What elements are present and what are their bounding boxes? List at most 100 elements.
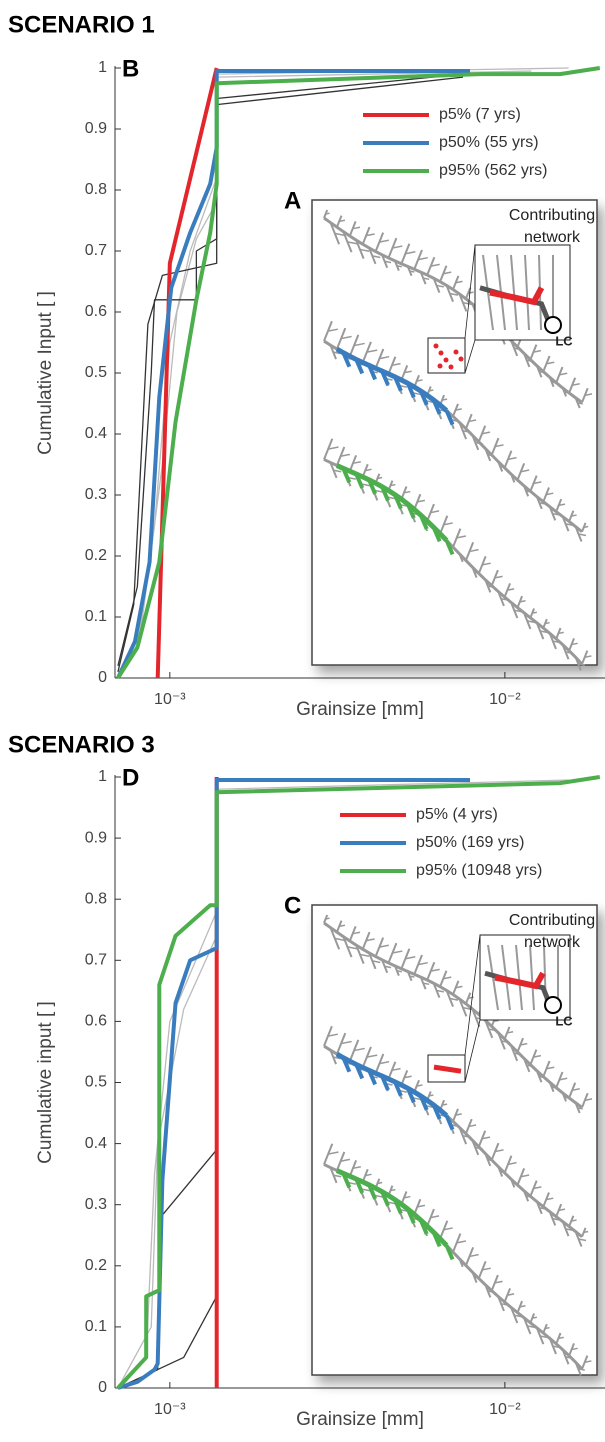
network-branch <box>520 1042 528 1046</box>
network-branch <box>379 1060 390 1065</box>
contributing-node <box>437 363 443 369</box>
contributing-branch <box>444 409 455 426</box>
realization-line <box>117 911 218 1389</box>
network-branch <box>494 1280 503 1284</box>
network-branch <box>520 469 530 473</box>
network-branch <box>430 510 440 514</box>
network-branch <box>352 461 361 465</box>
contributing-network <box>335 346 449 413</box>
network-branch <box>533 1186 542 1190</box>
network-branch <box>532 1316 538 1319</box>
network-branch <box>390 1188 396 1192</box>
network-branch <box>379 239 389 243</box>
network-branch <box>339 924 346 928</box>
network-branch <box>365 938 375 942</box>
contributing-network <box>433 1064 462 1074</box>
network-branch <box>379 355 390 360</box>
zoom-branch <box>510 254 518 331</box>
network-branch <box>417 499 426 503</box>
network-branch <box>581 1092 589 1108</box>
panel-label: D <box>122 764 139 791</box>
zoom-branch <box>524 254 530 331</box>
y-tick-label: 0.4 <box>85 425 107 442</box>
network-branch <box>542 1323 548 1334</box>
contributing-branch <box>341 1056 352 1073</box>
contributing-branch <box>406 503 416 519</box>
contributing-branch <box>431 526 442 543</box>
legend-label: p5% (7 yrs) <box>439 106 521 123</box>
network-branch <box>327 328 338 332</box>
network-branch <box>583 525 589 529</box>
network-branch <box>384 260 392 264</box>
network-branch <box>417 961 428 966</box>
network-branch <box>468 419 477 423</box>
contributing-network <box>335 1051 449 1118</box>
network-branch <box>507 1161 517 1166</box>
network-branch <box>340 1040 352 1045</box>
network-branch <box>467 996 474 999</box>
contributing-branch <box>380 485 390 502</box>
network-branch <box>455 408 462 411</box>
contributing-branch <box>367 479 377 495</box>
network-branch <box>456 1240 467 1244</box>
network-branch <box>577 402 583 405</box>
zoom-connector <box>464 934 481 1056</box>
network-branch <box>333 1056 341 1060</box>
y-axis-label: Cumulative input [ ] <box>35 1001 56 1164</box>
y-tick-label: 0.2 <box>85 1257 107 1274</box>
network-branch <box>366 349 378 353</box>
network-branch <box>430 1215 440 1219</box>
y-tick-label: 0.7 <box>85 242 107 259</box>
network-branch <box>333 351 341 355</box>
zoom-source <box>427 337 466 374</box>
network-branch <box>409 975 415 978</box>
network-branch <box>507 456 517 461</box>
network-branch <box>441 1103 448 1106</box>
network-branch <box>449 997 459 1001</box>
network-branch <box>365 468 372 472</box>
legend-label: p50% (55 yrs) <box>439 134 539 151</box>
network-branch <box>464 287 472 300</box>
contributing-branch <box>380 370 390 386</box>
network-branch <box>578 533 587 537</box>
network-branch <box>325 917 330 920</box>
y-tick-label: 0.7 <box>85 952 107 969</box>
contributing-branch <box>444 539 455 556</box>
network-branch <box>558 1208 566 1212</box>
outlet <box>544 996 562 1014</box>
network-branch <box>558 631 564 635</box>
x-tick-label: 10⁻³ <box>154 691 186 708</box>
network-branch <box>392 245 403 249</box>
network-branch <box>458 293 468 312</box>
network-branch <box>571 514 577 517</box>
network-branch <box>546 492 554 496</box>
x-axis-label: Grainsize [mm] <box>296 1409 424 1430</box>
network-branch <box>423 277 430 281</box>
contributing-branch <box>380 1190 390 1207</box>
inset-caption: network <box>524 934 581 951</box>
network-branch <box>533 1054 542 1058</box>
contributing-node <box>443 357 449 363</box>
contributing-node <box>438 350 444 356</box>
network-branch <box>546 361 555 365</box>
y-axis-label: Cumulative Input [ ] <box>35 291 56 455</box>
series-line <box>155 67 219 679</box>
network-branch <box>443 522 453 526</box>
network-branch <box>568 1343 575 1357</box>
network-branch <box>456 535 467 539</box>
network-branch <box>391 362 401 367</box>
network-branch <box>413 954 423 975</box>
network-branch <box>413 249 423 270</box>
x-axis-label: Grainsize [mm] <box>296 699 424 720</box>
network-branch <box>482 1267 491 1271</box>
zoom-connector <box>464 339 476 374</box>
contributing-branch <box>444 1244 455 1261</box>
panel-label: B <box>122 55 139 82</box>
network-branch <box>417 256 428 261</box>
zoom-connector <box>464 244 476 339</box>
network-branch <box>327 446 339 450</box>
network-branch <box>377 1181 383 1185</box>
contributing-node <box>448 364 454 370</box>
network-branch <box>449 292 459 296</box>
